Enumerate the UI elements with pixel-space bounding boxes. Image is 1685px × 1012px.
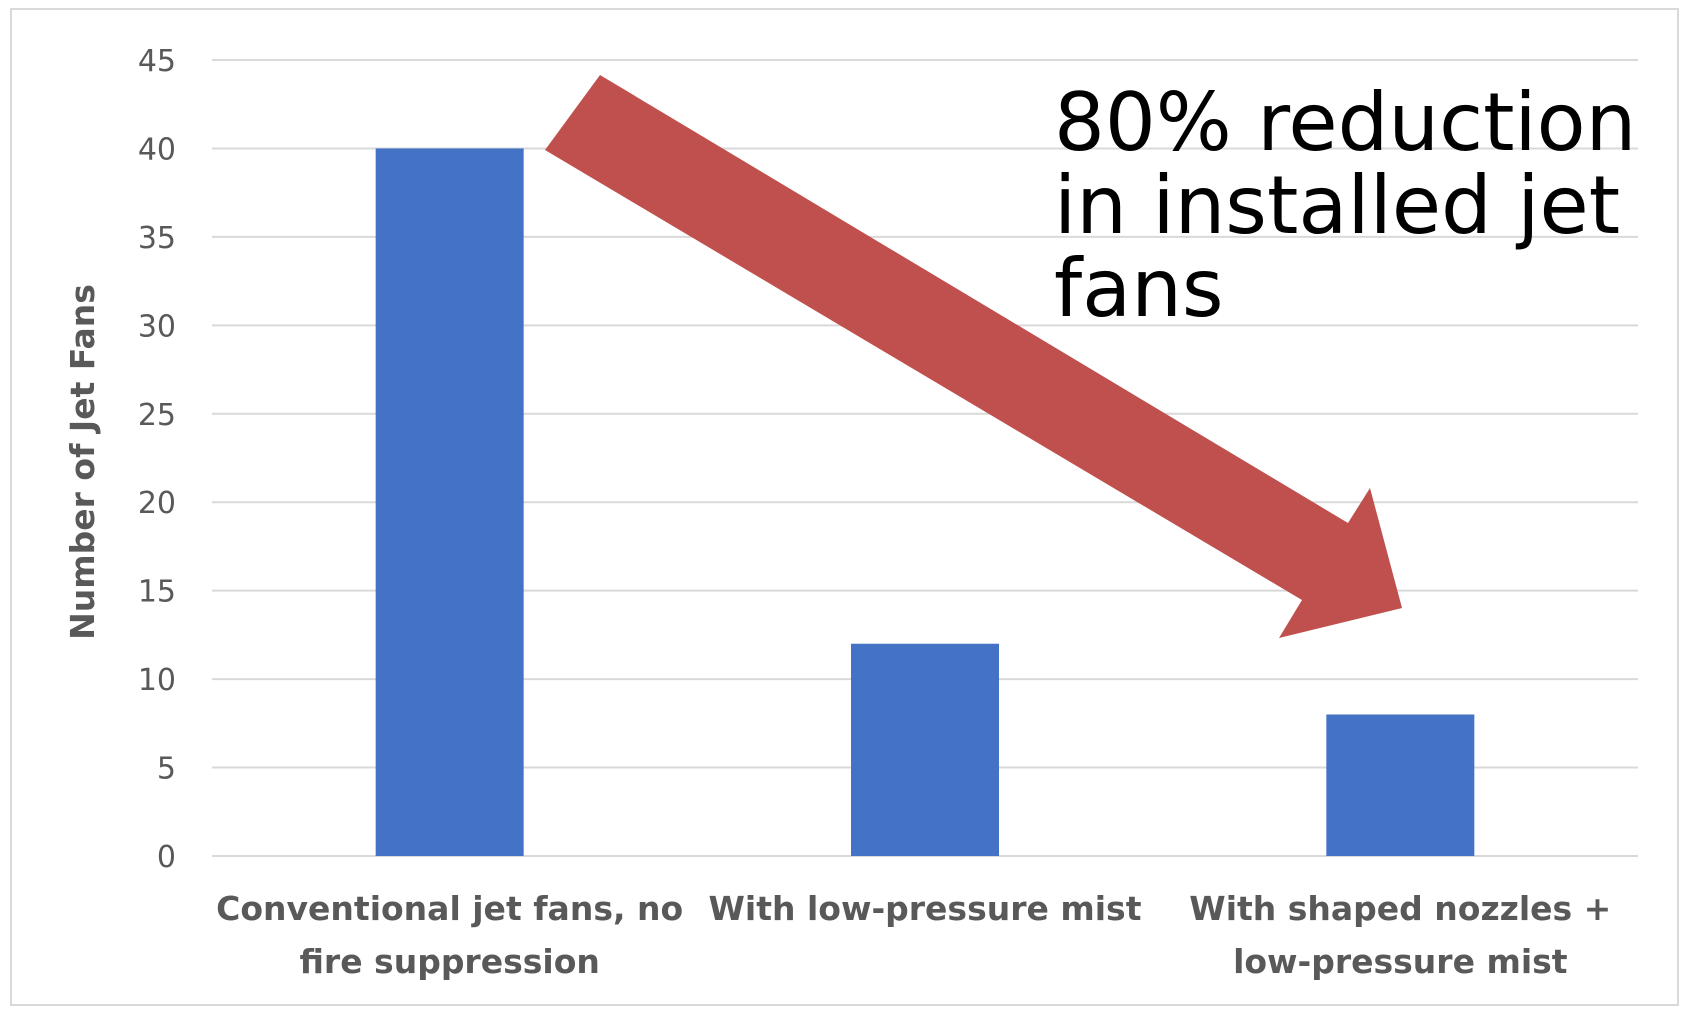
y-tick-label-0: 0 bbox=[157, 840, 176, 875]
bar-1 bbox=[375, 148, 524, 856]
bar-2 bbox=[851, 643, 999, 856]
y-axis-title: Number of Jet Fans bbox=[63, 284, 102, 640]
reduction-arrow bbox=[545, 75, 1402, 638]
y-tick-label-45: 45 bbox=[138, 44, 176, 79]
bar-3 bbox=[1326, 714, 1475, 856]
x-category-label-3-line-1: With shaped nozzles + bbox=[1189, 889, 1611, 928]
annotation-line-3: fans bbox=[1054, 242, 1224, 335]
y-tick-label-35: 35 bbox=[138, 221, 176, 256]
annotation-line-2: in installed jet bbox=[1054, 159, 1620, 252]
chart-frame bbox=[10, 8, 1679, 1006]
y-tick-label-30: 30 bbox=[138, 309, 176, 344]
y-tick-label-15: 15 bbox=[138, 575, 176, 610]
y-tick-label-40: 40 bbox=[138, 132, 176, 167]
y-tick-label-10: 10 bbox=[138, 663, 176, 698]
x-category-label-1-line-2: fire suppression bbox=[299, 942, 599, 981]
y-tick-label-5: 5 bbox=[157, 752, 176, 787]
y-tick-label-20: 20 bbox=[138, 486, 176, 521]
x-category-label-3-line-2: low-pressure mist bbox=[1233, 942, 1568, 981]
x-category-label-1-line-1: Conventional jet fans, no bbox=[216, 889, 683, 928]
x-category-label-2-line-1: With low-pressure mist bbox=[709, 889, 1142, 928]
annotation-line-1: 80% reduction bbox=[1054, 76, 1636, 169]
y-tick-label-25: 25 bbox=[138, 398, 176, 433]
